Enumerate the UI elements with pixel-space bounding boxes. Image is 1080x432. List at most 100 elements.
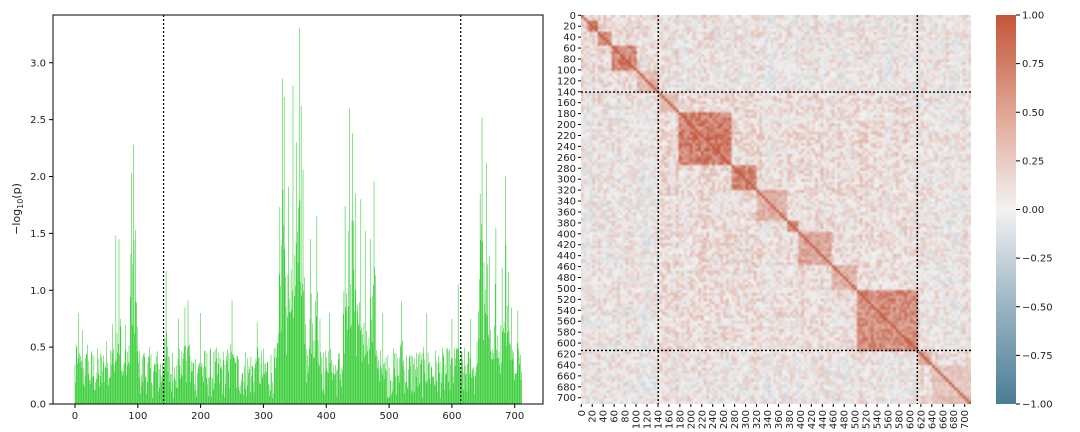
bar [319, 318, 321, 404]
bar [423, 347, 424, 404]
bar [256, 361, 257, 404]
bar [436, 381, 438, 404]
bar [325, 350, 326, 404]
bar [292, 85, 294, 405]
bar [407, 389, 409, 404]
bar [437, 392, 438, 404]
bar [221, 369, 223, 404]
bar [410, 355, 412, 404]
bar [200, 313, 201, 404]
bar [313, 357, 314, 404]
bar [284, 249, 286, 404]
bar [217, 374, 218, 404]
bar [92, 376, 94, 404]
bar [416, 352, 418, 404]
colorbar-ticks: 1.00 0.75 0.50 0.25 0.00 −0.25 −0.50 −0.75 −1.00 [1016, 11, 1053, 411]
bar [173, 397, 174, 404]
bar [476, 366, 477, 404]
heat-x-tick-label: 220 [697, 410, 708, 429]
bar [104, 368, 106, 404]
bar [290, 312, 291, 404]
bar [364, 231, 366, 404]
bar [383, 364, 384, 404]
bar [432, 375, 434, 404]
bar [115, 235, 117, 404]
bar [179, 365, 181, 404]
bar [509, 343, 510, 404]
bar [198, 364, 200, 404]
bar [79, 353, 80, 404]
bar [355, 193, 357, 404]
bar [275, 348, 277, 404]
heat-x-tick-label: 60 [610, 410, 621, 423]
bar [298, 207, 299, 404]
bar [147, 362, 149, 404]
bar [135, 229, 136, 404]
bar [324, 371, 326, 404]
bar [162, 363, 163, 404]
bar [140, 385, 142, 404]
bar [444, 364, 446, 404]
bar [238, 359, 239, 404]
heat-y-tick-label: 120 [557, 76, 576, 87]
bar [450, 364, 451, 404]
bar [231, 351, 232, 404]
bar [468, 351, 470, 404]
bar [212, 389, 214, 404]
bar [285, 307, 287, 404]
bar [239, 393, 241, 404]
bar [452, 375, 454, 404]
bar [260, 364, 262, 404]
bar [325, 357, 327, 404]
bar [217, 364, 219, 404]
bar [197, 368, 199, 404]
bar [336, 370, 337, 404]
bar [287, 274, 289, 404]
heat-y-tick-label: 200 [557, 120, 576, 131]
bar [189, 344, 190, 404]
heat-y-tick-label: 60 [563, 44, 576, 55]
heat-y-tick-label: 40 [563, 33, 576, 44]
bar [253, 392, 255, 404]
bar [111, 364, 112, 404]
bar [155, 372, 157, 404]
bar [506, 345, 507, 404]
x-tick-label: 500 [380, 411, 399, 422]
bar [141, 357, 143, 404]
heat-x-tick-label: 420 [807, 410, 818, 429]
bar [415, 369, 416, 404]
bar [154, 363, 156, 404]
bar [412, 392, 414, 404]
bar [106, 341, 107, 404]
bar [203, 382, 205, 404]
bar [390, 379, 391, 404]
bar [424, 372, 426, 404]
bar [184, 307, 186, 404]
bar [409, 355, 411, 404]
bar [363, 322, 365, 404]
bar [429, 378, 431, 404]
heat-x-tick-label: 0 [577, 410, 588, 416]
bar [488, 334, 489, 404]
bar [74, 364, 76, 404]
bar [507, 332, 509, 404]
bar [97, 374, 99, 404]
bar [335, 365, 336, 404]
bar [224, 364, 226, 404]
bar [306, 382, 308, 404]
heat-x-tick-label: 260 [719, 410, 730, 429]
bar [493, 359, 495, 404]
bar [474, 393, 475, 404]
bar [347, 329, 348, 404]
bar [478, 338, 480, 404]
bar [428, 363, 429, 404]
bar [344, 353, 345, 404]
bar [342, 370, 343, 404]
bar [194, 391, 196, 404]
bar [114, 371, 115, 404]
heat-x-tick-label: 520 [862, 410, 873, 429]
bar [280, 285, 281, 404]
bar [394, 352, 396, 404]
heat-x-tick-label: 600 [905, 410, 916, 429]
bar [363, 344, 364, 404]
